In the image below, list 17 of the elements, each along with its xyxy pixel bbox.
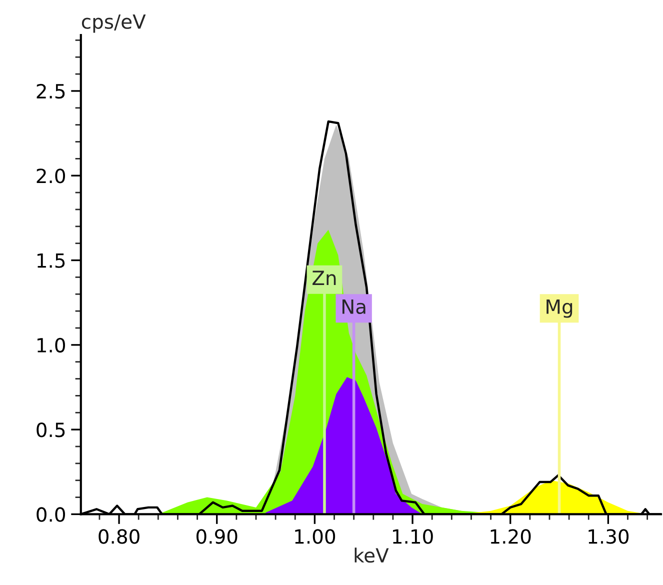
x-tick-label: 0.90	[196, 529, 238, 544]
x-tick-label: 1.30	[588, 529, 629, 544]
ref-line-label: Mg	[546, 300, 572, 318]
y-tick-label: 2.0	[36, 168, 66, 184]
y-tick-label: 1.0	[38, 338, 66, 353]
y-axis-title: cps/eV	[82, 14, 146, 33]
x-tick-label: 0.80	[98, 529, 140, 544]
x-tick-label: 1.20	[490, 529, 531, 544]
ref-line-label: Na	[342, 300, 366, 314]
ref-line-label: Zn	[312, 270, 336, 285]
y-tick-label: 0.0	[36, 507, 66, 522]
y-tick-label: 0.5	[36, 422, 65, 438]
x-tick-label: 1.10	[393, 529, 433, 544]
x-tick-label: 1.00	[295, 529, 336, 544]
y-tick-label: 1.5	[38, 253, 65, 268]
y-tick-label: 2.5	[36, 84, 65, 99]
x-axis-title: keV	[354, 548, 389, 563]
